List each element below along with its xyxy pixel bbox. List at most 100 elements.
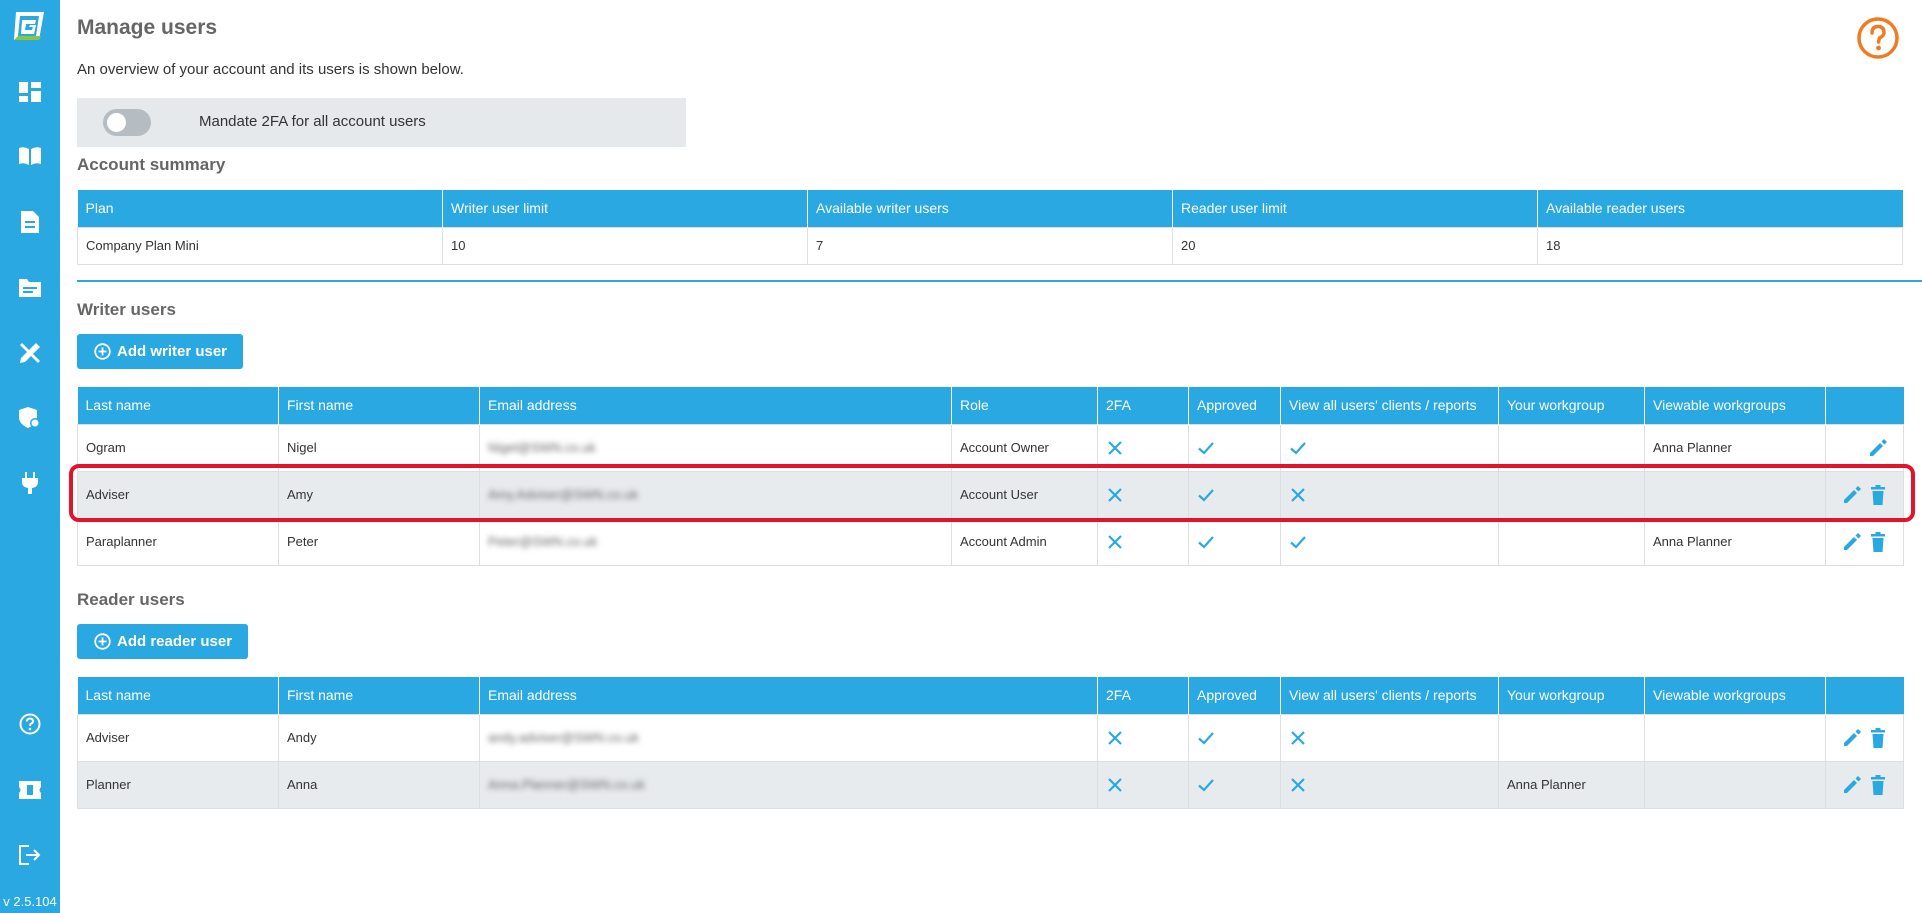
page-description: An overview of your account and its user… xyxy=(77,61,464,78)
email-cell: Anna.Planner@SWN.co.uk xyxy=(479,760,1098,809)
table-row[interactable]: Adviser Andy andy.adviser@SWN.co.uk xyxy=(77,713,1904,762)
delete-icon[interactable] xyxy=(1867,727,1889,749)
document-icon[interactable] xyxy=(18,210,42,234)
summary-cell-available-writer-users: 7 xyxy=(807,226,1173,265)
edit-icon[interactable] xyxy=(1841,531,1863,553)
column-header-view-all-users-clients-reports: View all users' clients / reports xyxy=(1280,387,1499,424)
check-icon xyxy=(1290,441,1306,455)
last-name-cell: Adviser xyxy=(77,470,279,519)
summary-cell-available-reader-users: 18 xyxy=(1537,226,1903,265)
edit-icon[interactable] xyxy=(1841,727,1863,749)
help-icon[interactable] xyxy=(1856,16,1900,60)
column-header-2fa: 2FA xyxy=(1097,677,1189,714)
check-icon xyxy=(1198,778,1214,792)
account-summary-title: Account summary xyxy=(77,155,226,174)
role-cell: Account Owner xyxy=(951,423,1098,472)
column-header-first-name: First name xyxy=(278,387,480,424)
delete-icon[interactable] xyxy=(1867,774,1889,796)
twofa-cell xyxy=(1097,713,1189,762)
column-header-view-all-users-clients-reports: View all users' clients / reports xyxy=(1280,677,1499,714)
tools-icon[interactable] xyxy=(18,341,42,365)
row-actions xyxy=(1825,423,1904,472)
mandate-2fa-label: Mandate 2FA for all account users xyxy=(199,113,426,130)
column-header-reader-user-limit: Reader user limit xyxy=(1172,190,1538,227)
table-row[interactable]: Ogram Nigel Nigel@SWN.co.uk Account Owner An… xyxy=(77,423,1904,472)
cross-icon xyxy=(1291,487,1305,502)
add-reader-user-label: Add reader user xyxy=(117,633,233,650)
delete-icon[interactable] xyxy=(1867,531,1889,553)
email-cell-value: andy.adviser@SWN.co.uk xyxy=(488,730,639,745)
reader-users-table: Last name First name Email address 2FA Appro… xyxy=(77,677,1904,809)
viewable-workgroups-cell xyxy=(1644,470,1826,519)
table-row[interactable]: Planner Anna Anna.Planner@SWN.co.uk Anna Pl… xyxy=(77,760,1904,809)
cross-icon xyxy=(1291,777,1305,792)
plus-circle-icon xyxy=(94,343,111,360)
view-all-cell xyxy=(1280,423,1499,472)
check-icon xyxy=(1290,535,1306,549)
column-header-actions xyxy=(1825,387,1904,424)
view-all-cell xyxy=(1280,713,1499,762)
folder-icon[interactable] xyxy=(18,276,42,300)
cross-icon xyxy=(1108,487,1122,502)
approved-cell xyxy=(1188,760,1281,809)
column-header-plan: Plan xyxy=(77,190,443,227)
column-header-viewable-workgroups: Viewable workgroups xyxy=(1644,387,1826,424)
edit-icon[interactable] xyxy=(1867,437,1889,459)
last-name-cell: Adviser xyxy=(77,713,279,762)
last-name-cell: Paraplanner xyxy=(77,517,279,566)
cross-icon xyxy=(1108,440,1122,455)
twofa-cell xyxy=(1097,470,1189,519)
email-cell-value: Amy.Adviser@SWN.co.uk xyxy=(488,487,639,502)
dashboard-icon[interactable] xyxy=(18,80,42,104)
row-actions xyxy=(1825,713,1904,762)
plus-circle-icon xyxy=(94,633,111,650)
cross-icon xyxy=(1291,730,1305,745)
table-row[interactable]: Adviser Amy Amy.Adviser@SWN.co.uk Account U… xyxy=(77,470,1904,519)
column-header-2fa: 2FA xyxy=(1097,387,1189,424)
shield-settings-icon[interactable] xyxy=(18,406,42,430)
app-version: v 2.5.104 xyxy=(3,894,57,909)
email-cell-value: Anna.Planner@SWN.co.uk xyxy=(488,777,645,792)
logout-icon[interactable] xyxy=(18,843,42,867)
plug-icon[interactable] xyxy=(18,471,42,495)
row-actions xyxy=(1825,470,1904,519)
check-icon xyxy=(1198,488,1214,502)
first-name-cell: Anna xyxy=(278,760,480,809)
mandate-2fa-toggle[interactable] xyxy=(103,109,151,136)
add-writer-user-button[interactable]: Add writer user xyxy=(77,334,244,369)
last-name-cell: Planner xyxy=(77,760,279,809)
table-row: Company Plan Mini 10 7 20 18 xyxy=(77,226,1903,265)
first-name-cell: Amy xyxy=(278,470,480,519)
delete-icon[interactable] xyxy=(1867,484,1889,506)
column-header-role: Role xyxy=(951,387,1098,424)
add-reader-user-button[interactable]: Add reader user xyxy=(77,624,249,659)
app-logo-icon[interactable] xyxy=(12,10,46,42)
column-header-first-name: First name xyxy=(278,677,480,714)
book-icon[interactable] xyxy=(18,144,42,168)
first-name-cell: Nigel xyxy=(278,423,480,472)
main-content: Manage users An overview of your account… xyxy=(60,0,1922,913)
table-row[interactable]: Paraplanner Peter Peter@SWN.co.uk Account A… xyxy=(77,517,1904,566)
edit-icon[interactable] xyxy=(1841,774,1863,796)
writer-users-title: Writer users xyxy=(77,300,176,319)
column-header-email-address: Email address xyxy=(479,387,952,424)
page-title: Manage users xyxy=(77,16,218,39)
column-header-your-workgroup: Your workgroup xyxy=(1498,387,1645,424)
column-header-available-reader-users: Available reader users xyxy=(1537,190,1903,227)
help-circle-icon[interactable] xyxy=(18,712,42,736)
check-icon xyxy=(1198,535,1214,549)
approved-cell xyxy=(1188,470,1281,519)
email-cell: Nigel@SWN.co.uk xyxy=(479,423,952,472)
cross-icon xyxy=(1108,534,1122,549)
first-name-cell: Andy xyxy=(278,713,480,762)
first-name-cell: Peter xyxy=(278,517,480,566)
mandate-2fa-panel: Mandate 2FA for all account users xyxy=(77,98,686,147)
last-name-cell: Ogram xyxy=(77,423,279,472)
column-header-your-workgroup: Your workgroup xyxy=(1498,677,1645,714)
workgroup-cell xyxy=(1498,713,1645,762)
summary-cell-plan: Company Plan Mini xyxy=(77,226,443,265)
ticket-icon[interactable] xyxy=(18,778,42,802)
role-cell: Account User xyxy=(951,470,1098,519)
column-header-last-name: Last name xyxy=(77,677,279,714)
edit-icon[interactable] xyxy=(1841,484,1863,506)
